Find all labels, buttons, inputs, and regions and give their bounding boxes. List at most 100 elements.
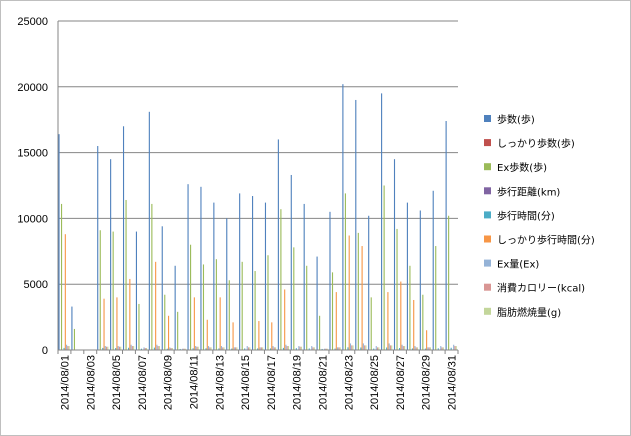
- bar: [144, 348, 146, 350]
- bar: [396, 228, 398, 350]
- bar: [338, 347, 340, 350]
- bar: [220, 346, 222, 350]
- bar: [207, 346, 210, 350]
- bar: [416, 347, 419, 350]
- gridlines: [58, 20, 458, 285]
- bar: [455, 346, 457, 350]
- x-tick-label: 2014/08/03: [85, 355, 97, 410]
- bar: [169, 347, 171, 350]
- bar: [427, 347, 429, 350]
- bar: [357, 232, 359, 350]
- y-axis: 0 5000 10000 15000 20000 25000: [17, 16, 59, 357]
- bar: [63, 347, 65, 350]
- y-tick-label: 0: [42, 345, 48, 357]
- bar: [326, 348, 328, 350]
- bar: [148, 111, 150, 350]
- bar: [360, 347, 362, 350]
- bar: [267, 255, 269, 350]
- bar: [258, 321, 260, 350]
- bar: [324, 348, 326, 350]
- legend-swatch: [484, 259, 491, 267]
- x-tick-label: 2014/08/01: [59, 355, 71, 410]
- x-tick-label: 2014/08/27: [395, 355, 407, 410]
- bar: [337, 347, 339, 350]
- legend-label: 脂肪燃焼量(g): [497, 306, 561, 319]
- bar: [195, 346, 197, 350]
- bar: [143, 347, 145, 350]
- bar: [306, 265, 308, 350]
- legend-label: Ex量(Ex): [497, 259, 539, 271]
- x-tick-label: 2014/08/09: [163, 355, 175, 410]
- bar: [393, 159, 396, 350]
- bar: [303, 203, 305, 350]
- bar: [339, 347, 341, 350]
- bar: [257, 348, 259, 350]
- bar: [167, 315, 170, 350]
- bar: [210, 347, 212, 350]
- bar: [316, 256, 318, 350]
- bar: [239, 193, 241, 350]
- bar: [241, 261, 243, 350]
- bar: [409, 265, 411, 350]
- bar: [325, 348, 327, 350]
- legend: 歩数(歩) しっかり歩数(歩) Ex歩数(歩) 歩行距離(km) 歩行時間(分) しっかり…: [484, 113, 595, 319]
- bar: [179, 348, 181, 350]
- x-tick-label: 2014/08/21: [318, 355, 330, 410]
- bar: [402, 346, 404, 350]
- bar: [401, 344, 403, 350]
- bar: [404, 346, 406, 350]
- bar: [271, 322, 273, 350]
- y-tick-label: 20000: [17, 82, 48, 94]
- bar: [249, 347, 251, 350]
- legend-swatch: [484, 307, 491, 315]
- x-axis: 2014/08/01 2014/08/03 2014/08/05 2014/08/07…: [57, 349, 459, 410]
- bar: [381, 93, 383, 350]
- bar: [247, 347, 250, 350]
- bar: [450, 347, 452, 350]
- bar: [71, 306, 73, 350]
- x-tick-label: 2014/08/25: [369, 355, 381, 410]
- bar: [64, 234, 66, 350]
- bar: [437, 348, 439, 350]
- bar: [413, 299, 415, 350]
- bar: [331, 272, 334, 350]
- bar: [151, 203, 153, 350]
- bar: [387, 292, 389, 350]
- x-tick-label: 2014/08/15: [240, 355, 252, 410]
- bar: [269, 348, 272, 350]
- bar: [138, 303, 140, 350]
- legend-swatch: [484, 211, 491, 219]
- bar: [383, 185, 385, 350]
- bar: [428, 347, 430, 350]
- bar: [432, 190, 434, 350]
- legend-swatch: [484, 139, 491, 147]
- bar: [156, 344, 158, 350]
- bar: [334, 348, 336, 350]
- bar: [287, 346, 290, 350]
- bar: [155, 261, 157, 350]
- bar: [232, 322, 234, 350]
- bar: [197, 346, 199, 350]
- bar: [373, 348, 375, 350]
- bar: [104, 346, 106, 350]
- bar: [219, 297, 221, 350]
- bar: [183, 348, 185, 350]
- bar: [235, 347, 237, 350]
- legend-swatch: [484, 235, 491, 243]
- bar: [277, 139, 279, 350]
- legend-label: 歩数(歩): [497, 113, 535, 126]
- bar: [389, 345, 391, 350]
- bar: [190, 244, 192, 350]
- bar: [171, 348, 173, 350]
- x-tick-label: 2014/08/17: [266, 355, 278, 410]
- legend-swatch: [484, 115, 491, 122]
- bar: [386, 347, 388, 350]
- x-tick-label: 2014/08/07: [137, 355, 149, 410]
- bar: [158, 346, 160, 350]
- bar: [442, 347, 444, 350]
- bar: [454, 346, 456, 350]
- bar: [99, 230, 101, 350]
- bar: [107, 346, 109, 350]
- y-tick-label: 10000: [17, 213, 48, 225]
